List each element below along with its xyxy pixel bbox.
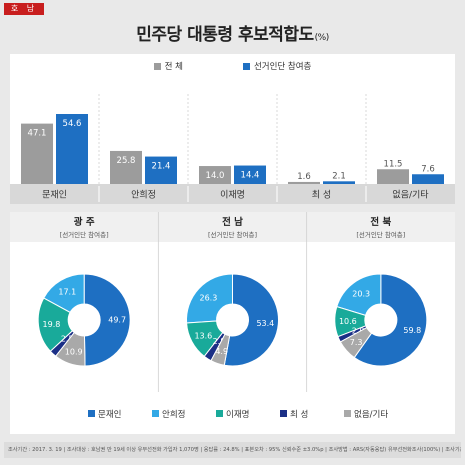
pie-value-label: 7.3: [350, 338, 363, 347]
bar-value-label: 7.6: [421, 164, 435, 174]
bar-value-label: 2.1: [332, 171, 346, 181]
legend-label-participants: 선거인단 참여층: [253, 62, 312, 72]
legend-swatch-all: [153, 62, 161, 70]
pie-value-label: 10.9: [65, 347, 83, 356]
pie-value-label: 17.1: [58, 288, 76, 297]
pie-slice: [223, 273, 279, 367]
pie-region-title: 광 주: [74, 216, 95, 228]
bar: [412, 174, 444, 184]
footnote: 조사기간 : 2017. 3. 19 | 조사대상 : 호남권 만 19세 이상…: [4, 442, 461, 458]
bar: [199, 166, 231, 184]
bar: [377, 169, 409, 184]
pie-value-label: 20.3: [352, 289, 370, 298]
bar-value-label: 14.0: [206, 171, 225, 181]
bar: [288, 181, 320, 184]
legend-label-all: 전 체: [164, 62, 183, 72]
bar-value-label: 25.8: [117, 156, 136, 166]
bar: [234, 165, 266, 184]
pie-value-label: 53.4: [256, 319, 274, 328]
bar: [56, 114, 88, 184]
pie-slice: [339, 326, 373, 359]
pie-value-label: 2.5: [61, 334, 74, 343]
pie-region-title: 전 남: [222, 216, 243, 228]
pie-value-label: 13.6: [194, 331, 212, 340]
pie-legend-label: 이재명: [226, 409, 249, 420]
bar-value-label: 54.6: [63, 119, 82, 129]
region-tag: 호 남: [4, 3, 44, 15]
bar: [145, 156, 177, 184]
pie-legend-swatch: [88, 410, 95, 417]
pie-legend-label: 안희정: [162, 409, 185, 420]
pie-slice: [83, 273, 131, 367]
bar: [323, 181, 355, 184]
pie-slice: [336, 273, 382, 316]
pie-legend-swatch: [280, 410, 287, 417]
pie-region-subtitle: [선거인단 참여층]: [60, 230, 109, 239]
bar: [21, 123, 53, 184]
title-unit: (%): [314, 33, 330, 43]
bar-value-label: 47.1: [28, 129, 47, 139]
pie-slice: [334, 305, 367, 338]
bar-chart: 47.1 54.6 문재인 25.8 21.4 안희정 14.0 14.4 이재명 1.6 2.1최…: [10, 94, 455, 204]
pie-slice: [43, 273, 85, 314]
title-text: 민주당 대통령 후보적합도: [136, 25, 314, 45]
bar-value-label: 1.6: [297, 172, 311, 182]
category-band: [10, 184, 455, 204]
category-label: 최 성: [312, 190, 331, 201]
pie-value-label: 49.7: [108, 316, 126, 325]
pie-slice: [55, 331, 86, 367]
pie-value-label: 10.6: [339, 317, 357, 326]
category-label: 안희정: [131, 189, 156, 201]
pie-value-label: 2.8: [213, 337, 226, 346]
legend-item-participants: 선거인단 참여층: [242, 60, 312, 72]
pie-charts-panel: 광 주 [선거인단 참여층] 49.7 17.1 19.8 2.5 10.9 전 남 [선거인단…: [10, 212, 455, 434]
page-title: 민주당 대통령 후보적합도(%): [0, 20, 465, 45]
pie-legend-swatch: [344, 410, 351, 417]
pie-legend-swatch: [152, 410, 159, 417]
pie-legend-swatch: [216, 410, 223, 417]
pie-slice: [186, 320, 224, 358]
pie-legend-label: 문재인: [98, 409, 121, 420]
category-label: 없음/기타: [392, 190, 429, 201]
pie-legend-label: 최 성: [290, 409, 308, 420]
pie-value-label: 19.8: [43, 320, 61, 329]
pie-slice: [186, 273, 233, 324]
bar-value-label: 14.4: [241, 171, 260, 181]
category-label: 이재명: [220, 190, 245, 201]
legend-item-all: 전 체: [153, 60, 183, 72]
pie-header-band: [10, 212, 455, 242]
pie-slice: [353, 273, 428, 367]
bar-legend: 전 체 선거인단 참여층: [10, 60, 455, 72]
pie-region-subtitle: [선거인단 참여층]: [356, 230, 405, 239]
pie-value-label: 2.0: [352, 327, 365, 336]
pie-slice: [37, 297, 74, 352]
pie-value-label: 59.8: [403, 326, 421, 335]
pie-value-label: 4.9: [215, 347, 228, 356]
bar-chart-panel: 전 체 선거인단 참여층 47.1 54.6 문재인 25.8 21.4 안희정 14.0 1…: [10, 54, 455, 204]
bar-value-label: 11.5: [384, 159, 403, 169]
pie-legend-label: 없음/기타: [354, 410, 388, 420]
pie-slice: [210, 333, 231, 366]
category-label: 문재인: [42, 190, 67, 201]
pie-region-subtitle: [선거인단 참여층]: [208, 230, 257, 239]
pie-value-label: 26.3: [200, 293, 218, 302]
pie-region-title: 전 북: [370, 216, 391, 228]
bar: [110, 150, 142, 184]
bar-value-label: 21.4: [152, 162, 171, 172]
pie-charts: 광 주 [선거인단 참여층] 49.7 17.1 19.82.5 10.9 전 남 [선거인단…: [10, 212, 455, 420]
legend-swatch-participants: [242, 62, 250, 70]
